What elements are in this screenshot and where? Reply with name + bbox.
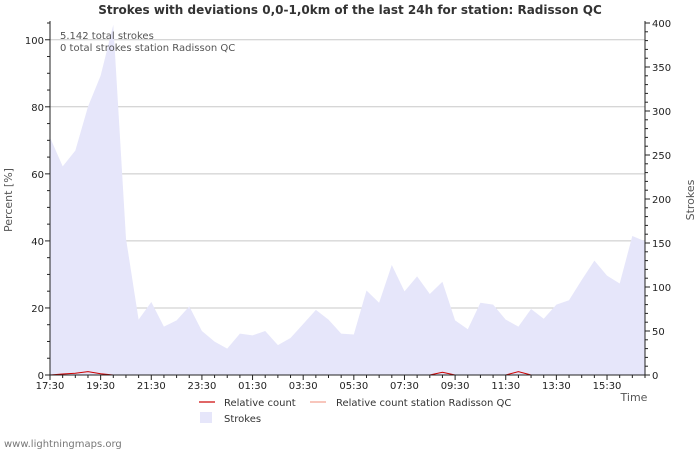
grid-lines — [50, 39, 645, 309]
right-tick-label: 350 — [652, 63, 671, 74]
right-y-ticks: 0 50 100 150 200 250 300 350 400 — [645, 19, 671, 382]
right-tick-label: 0 — [652, 371, 658, 382]
x-tick-label: 07:30 — [390, 381, 419, 392]
x-tick-label: 05:30 — [339, 381, 368, 392]
legend: Relative count Relative count station Ra… — [199, 398, 511, 425]
left-tick-label: 20 — [31, 304, 44, 315]
right-tick-label: 300 — [652, 107, 671, 118]
chart-title: Strokes with deviations 0,0-1,0km of the… — [98, 3, 602, 17]
x-tick-label: 03:30 — [289, 381, 318, 392]
right-tick-label: 100 — [652, 283, 671, 294]
x-tick-label: 19:30 — [86, 381, 115, 392]
right-tick-label: 400 — [652, 19, 671, 30]
strokes-area-layer — [50, 24, 645, 376]
legend-relative-count-label: Relative count — [224, 398, 296, 409]
annotation-total-strokes: 5.142 total strokes — [60, 31, 154, 42]
right-tick-label: 200 — [652, 195, 671, 206]
left-tick-label: 80 — [31, 103, 44, 114]
x-tick-label: 17:30 — [36, 381, 65, 392]
footer-credit: www.lightningmaps.org — [4, 439, 122, 450]
right-tick-label: 250 — [652, 151, 671, 162]
axes — [49, 21, 648, 376]
strokes-area — [50, 24, 645, 376]
x-tick-label: 21:30 — [137, 381, 166, 392]
left-tick-label: 100 — [25, 36, 44, 47]
left-tick-label: 0 — [38, 371, 44, 382]
right-tick-label: 50 — [652, 327, 665, 338]
left-y-ticks: 0 20 40 60 80 100 — [25, 22, 50, 382]
legend-strokes-swatch — [200, 412, 212, 423]
annotation-station-strokes: 0 total strokes station Radisson QC — [60, 43, 235, 54]
x-axis-label: Time — [620, 391, 648, 404]
x-tick-label: 15:30 — [593, 381, 622, 392]
x-tick-label: 23:30 — [188, 381, 217, 392]
right-tick-label: 150 — [652, 239, 671, 250]
y-axis-label-right: Strokes — [684, 179, 697, 220]
y-axis-label-left: Percent [%] — [2, 168, 15, 232]
x-tick-label: 09:30 — [441, 381, 470, 392]
legend-relative-count-station-label: Relative count station Radisson QC — [336, 398, 511, 409]
left-tick-label: 60 — [31, 170, 44, 181]
x-tick-label: 13:30 — [542, 381, 571, 392]
x-tick-label: 01:30 — [238, 381, 267, 392]
left-tick-label: 40 — [31, 237, 44, 248]
x-ticks: 17:30 19:30 21:30 23:30 01:30 03:30 05:30 07:30… — [36, 375, 646, 392]
x-tick-label: 11:30 — [491, 381, 520, 392]
legend-strokes-label: Strokes — [224, 414, 261, 425]
